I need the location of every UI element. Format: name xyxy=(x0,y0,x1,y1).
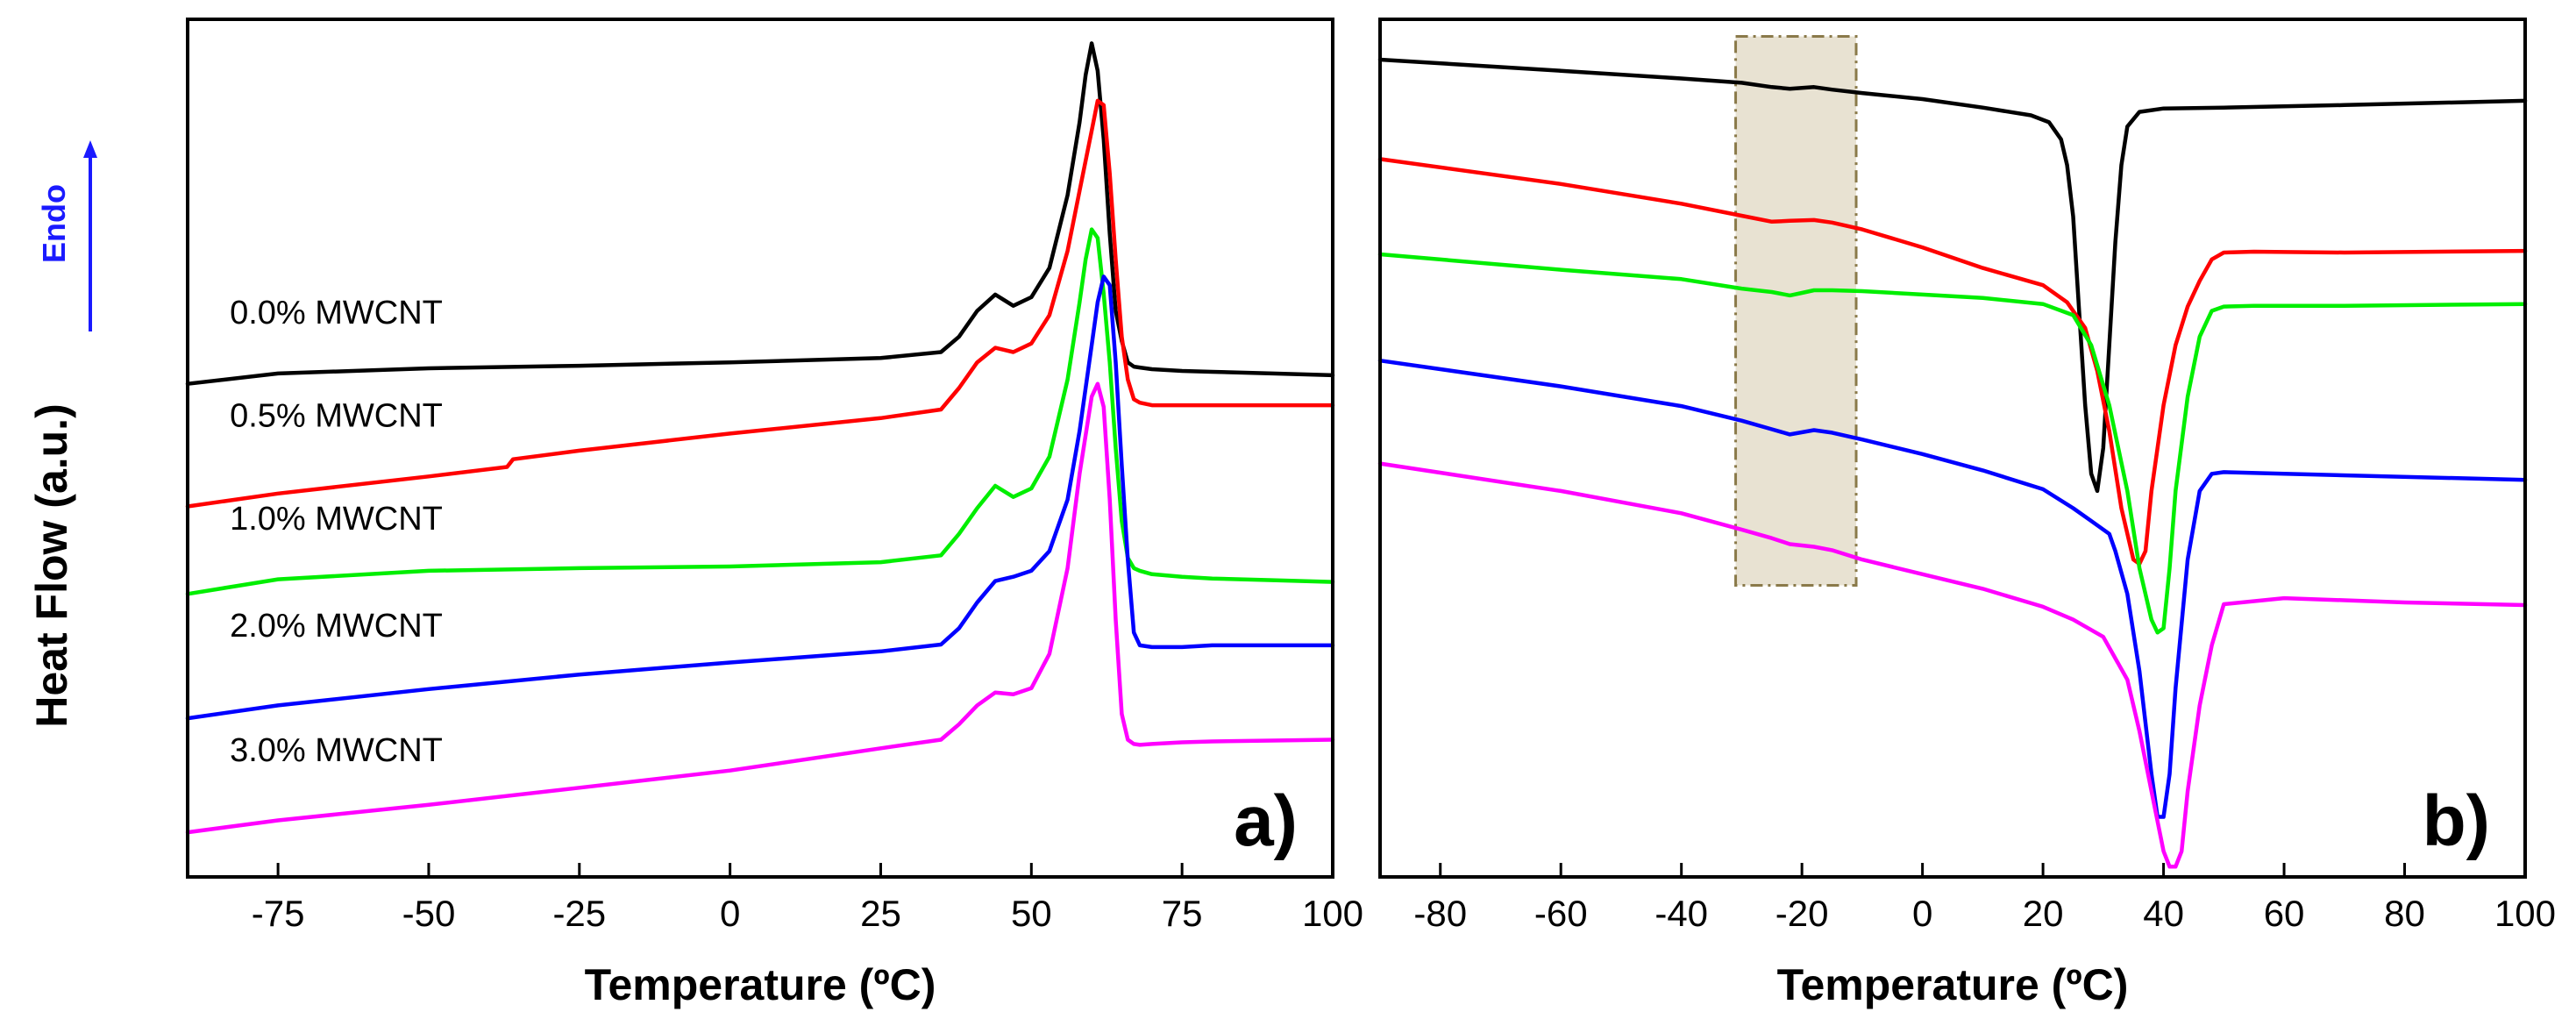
series-line-2-0-mwcnt xyxy=(185,274,1335,721)
panel-b: -80 -60 -40 -20 0 20 40 60 80 100 Temperature (ºC)… xyxy=(1377,18,2556,1009)
panel-label: b) xyxy=(2423,781,2490,861)
x-tick-label: 60 xyxy=(2264,893,2305,934)
endo-label: Endo xyxy=(36,184,72,263)
series-line-3-0-mwcnt xyxy=(185,381,1335,835)
x-tick-label: 25 xyxy=(860,893,901,934)
x-tick-label: 40 xyxy=(2143,893,2184,934)
x-tick-label: -75 xyxy=(252,893,305,934)
series-line-1-0-mwcnt xyxy=(185,227,1335,596)
series-line-0-0-mwcnt xyxy=(185,41,1335,386)
x-tick-label: 75 xyxy=(1162,893,1203,934)
x-tick-label: 0 xyxy=(720,893,740,934)
x-axis-title: Temperature (ºC) xyxy=(1777,960,2129,1009)
x-tick-label: -50 xyxy=(402,893,456,934)
x-tick-label: -25 xyxy=(552,893,606,934)
series-line-0-5-mwcnt xyxy=(185,98,1335,509)
y-axis-title: Heat Flow (a.u.) xyxy=(27,403,76,727)
panel-label: a) xyxy=(1234,781,1298,861)
x-tick-label: 20 xyxy=(2023,893,2064,934)
x-tick-label: 80 xyxy=(2384,893,2425,934)
x-tick-label: 0 xyxy=(1912,893,1932,934)
plot-frame xyxy=(186,18,1334,879)
series-line-1-0-mwcnt xyxy=(1377,252,2528,635)
x-tick-label: 100 xyxy=(1302,893,1363,934)
endo-indicator: Endo xyxy=(36,140,97,331)
highlight-region xyxy=(1734,35,1858,587)
series-line-3-0-mwcnt xyxy=(1377,461,2528,869)
x-tick-label: -20 xyxy=(1775,893,1829,934)
series-label: 0.5% MWCNT xyxy=(230,398,443,435)
x-axis-title: Temperature (ºC) xyxy=(585,960,936,1009)
x-tick-label: -40 xyxy=(1654,893,1708,934)
x-tick-label: 50 xyxy=(1011,893,1052,934)
series-line-0-5-mwcnt xyxy=(1377,157,2528,566)
x-tick-label: 100 xyxy=(2494,893,2556,934)
series-label: 0.0% MWCNT xyxy=(230,295,443,331)
series-label: 1.0% MWCNT xyxy=(230,501,443,538)
x-tick-label: -80 xyxy=(1413,893,1467,934)
series-line-0-0-mwcnt xyxy=(1377,57,2528,494)
series-line-2-0-mwcnt xyxy=(1377,358,2528,819)
series-label: 3.0% MWCNT xyxy=(230,732,443,769)
x-tick-label: -60 xyxy=(1534,893,1588,934)
endo-arrowhead-icon xyxy=(83,140,97,158)
series-label: 2.0% MWCNT xyxy=(230,608,443,645)
plot-frame xyxy=(1378,18,2527,879)
panel-a: -75 -50 -25 0 25 50 75 100 Temperature (ºC) 0.0% … xyxy=(185,18,1363,1009)
